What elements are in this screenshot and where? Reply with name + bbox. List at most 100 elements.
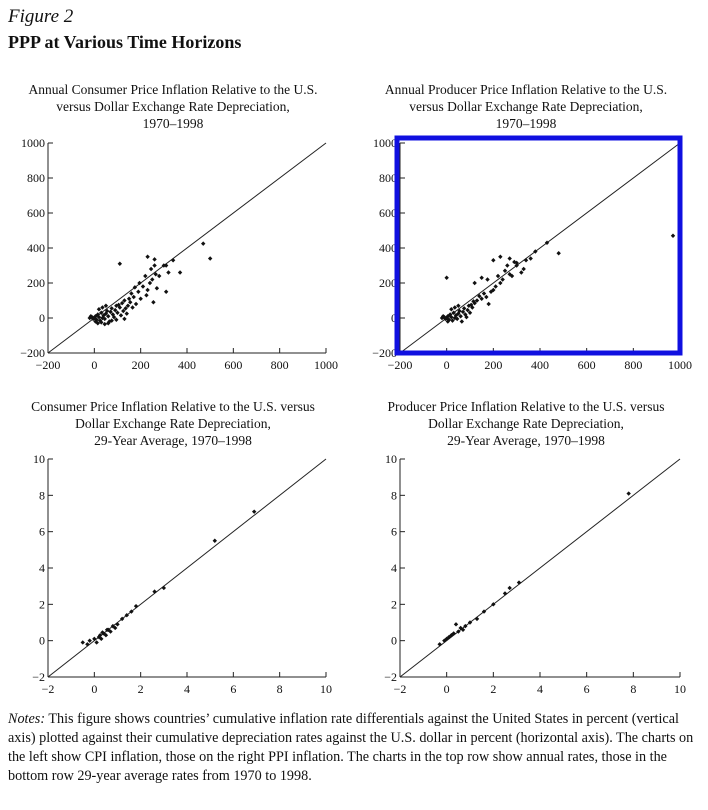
chart-2-y-tick-label: 200 xyxy=(379,276,397,290)
chart-2-data-point xyxy=(493,284,498,289)
chart-1-data-point xyxy=(116,302,121,308)
chart-1-x-tick-label: 400 xyxy=(178,358,196,372)
chart-1-data-point xyxy=(103,311,109,316)
panel-2-title-line-3: 1970–1998 xyxy=(495,116,557,131)
chart-4-data-point xyxy=(451,631,456,636)
chart-3-x-tick-label: 6 xyxy=(230,682,236,696)
panel-3-title-line-1: Consumer Price Inflation Relative to the… xyxy=(31,399,315,414)
chart-2-data-point xyxy=(458,314,463,319)
chart-2-data-point xyxy=(498,254,503,259)
chart-1-data-point xyxy=(111,314,117,320)
chart-1-data-point xyxy=(166,270,171,275)
chart-1-data-point xyxy=(161,263,167,268)
chart-3-data-point xyxy=(161,585,167,591)
panel-2-title-line-2: versus Dollar Exchange Rate Depreciation… xyxy=(409,99,643,114)
chart-2-x-tick-label: 800 xyxy=(624,358,642,372)
chart-1-data-point xyxy=(106,321,111,326)
chart-2-data-point xyxy=(472,280,477,286)
chart-1-x-tick-label: 800 xyxy=(271,358,289,372)
chart-3-y-tick-label: −2 xyxy=(32,670,45,684)
chart-1-data-point xyxy=(124,311,129,316)
chart-2-data-point xyxy=(464,314,469,320)
chart-2-data-point xyxy=(468,302,474,308)
chart-1-data-point xyxy=(147,280,153,286)
panel-4-title-line-2: Dollar Exchange Rate Depreciation, xyxy=(428,416,624,431)
chart-1-data-point xyxy=(109,306,114,311)
chart-2-data-point xyxy=(449,314,454,320)
chart-1-data-point xyxy=(100,315,105,321)
chart-2-data-point xyxy=(533,249,538,254)
chart-4-data-point xyxy=(467,620,473,625)
chart-2-data-point xyxy=(500,277,505,282)
chart-1-data-point xyxy=(154,286,160,291)
chart-1-data-point xyxy=(207,256,213,261)
chart-3-data-point xyxy=(103,633,109,638)
chart-2-data-point xyxy=(544,240,550,245)
chart-2-data-point xyxy=(512,259,517,265)
chart-1-x-tick-label: 0 xyxy=(91,358,97,372)
chart-2-data-point xyxy=(439,315,445,321)
chart-2-data-point xyxy=(444,275,449,280)
chart-1-data-point xyxy=(144,293,149,298)
chart-4-x-tick-label: 6 xyxy=(584,682,590,696)
chart-2-y-tick-label: 400 xyxy=(379,241,397,255)
figure-title: PPP at Various Time Horizons xyxy=(8,32,242,52)
chart-1-data-point xyxy=(112,307,118,313)
chart-1-reference-line xyxy=(47,142,327,354)
chart-2-x-tick-label: 1000 xyxy=(668,358,692,372)
chart-1-data-point xyxy=(137,280,142,286)
chart-1-data-point xyxy=(150,277,155,282)
chart-1-y-tick-label: 0 xyxy=(39,311,45,325)
chart-3-data-point xyxy=(129,609,134,614)
chart-1-data-point xyxy=(122,298,127,303)
panel-1-title: Annual Consumer Price Inflation Relative… xyxy=(3,81,343,132)
chart-3-data-point xyxy=(80,640,85,645)
chart-1-y-tick-label: 200 xyxy=(27,276,45,290)
panel-4-title: Producer Price Inflation Relative to the… xyxy=(356,398,696,449)
chart-2-data-point xyxy=(452,305,458,310)
chart-2-data-point xyxy=(498,280,503,286)
chart-4-data-point xyxy=(502,591,508,596)
notes-text: This figure shows countries’ cumulative … xyxy=(8,711,694,784)
chart-2-data-point xyxy=(456,303,461,308)
panel-3-title-line-2: Dollar Exchange Rate Depreciation, xyxy=(75,416,271,431)
chart-2-data-point xyxy=(467,310,473,315)
chart-2-data-point xyxy=(495,273,501,279)
chart-4-y-tick-label: 8 xyxy=(391,488,397,502)
chart-3-data-point xyxy=(92,636,97,642)
panel-4-title-line-3: 29-Year Average, 1970–1998 xyxy=(447,433,605,448)
chart-1-data-point xyxy=(163,289,169,294)
chart-2-data-point xyxy=(454,316,460,322)
chart-1-data-point xyxy=(152,257,157,262)
chart-1-data-point xyxy=(163,263,169,268)
chart-1-data-point xyxy=(138,296,143,301)
chart-1-data-point xyxy=(99,310,104,315)
chart-4-x-tick-label: −2 xyxy=(394,682,407,696)
chart-2-data-point xyxy=(507,256,512,261)
chart-2-y-tick-label: −200 xyxy=(372,346,397,360)
chart-2-data-point xyxy=(502,268,508,273)
chart-4-data-point xyxy=(453,622,459,627)
panel-1-title-line-2: versus Dollar Exchange Rate Depreciation… xyxy=(56,99,290,114)
chart-3-x-tick-label: 2 xyxy=(138,682,144,696)
chart-3-data-point xyxy=(251,509,257,514)
chart-2-data-point xyxy=(556,251,561,256)
chart-3-data-point xyxy=(87,638,92,643)
chart-1-data-point xyxy=(143,273,148,279)
chart-3-data-point xyxy=(85,642,90,647)
chart-1-data-point xyxy=(122,316,127,322)
chart-1-data-point xyxy=(117,261,123,266)
chart-3-x-tick-label: 8 xyxy=(277,682,283,696)
chart-3-x-tick-label: 4 xyxy=(184,682,190,696)
chart-4-data-point xyxy=(460,627,466,632)
chart-2-x-tick-label: 0 xyxy=(444,358,450,372)
chart-4-x-tick-label: 8 xyxy=(630,682,636,696)
chart-1-data-point xyxy=(177,270,183,275)
chart-2-data-point xyxy=(505,263,510,268)
chart-1-x-tick-label: 200 xyxy=(132,358,150,372)
chart-2-data-point xyxy=(479,296,484,301)
chart-1-data-point xyxy=(102,316,107,322)
chart-3-data-point xyxy=(133,603,139,609)
chart-3-data-point xyxy=(104,627,110,632)
